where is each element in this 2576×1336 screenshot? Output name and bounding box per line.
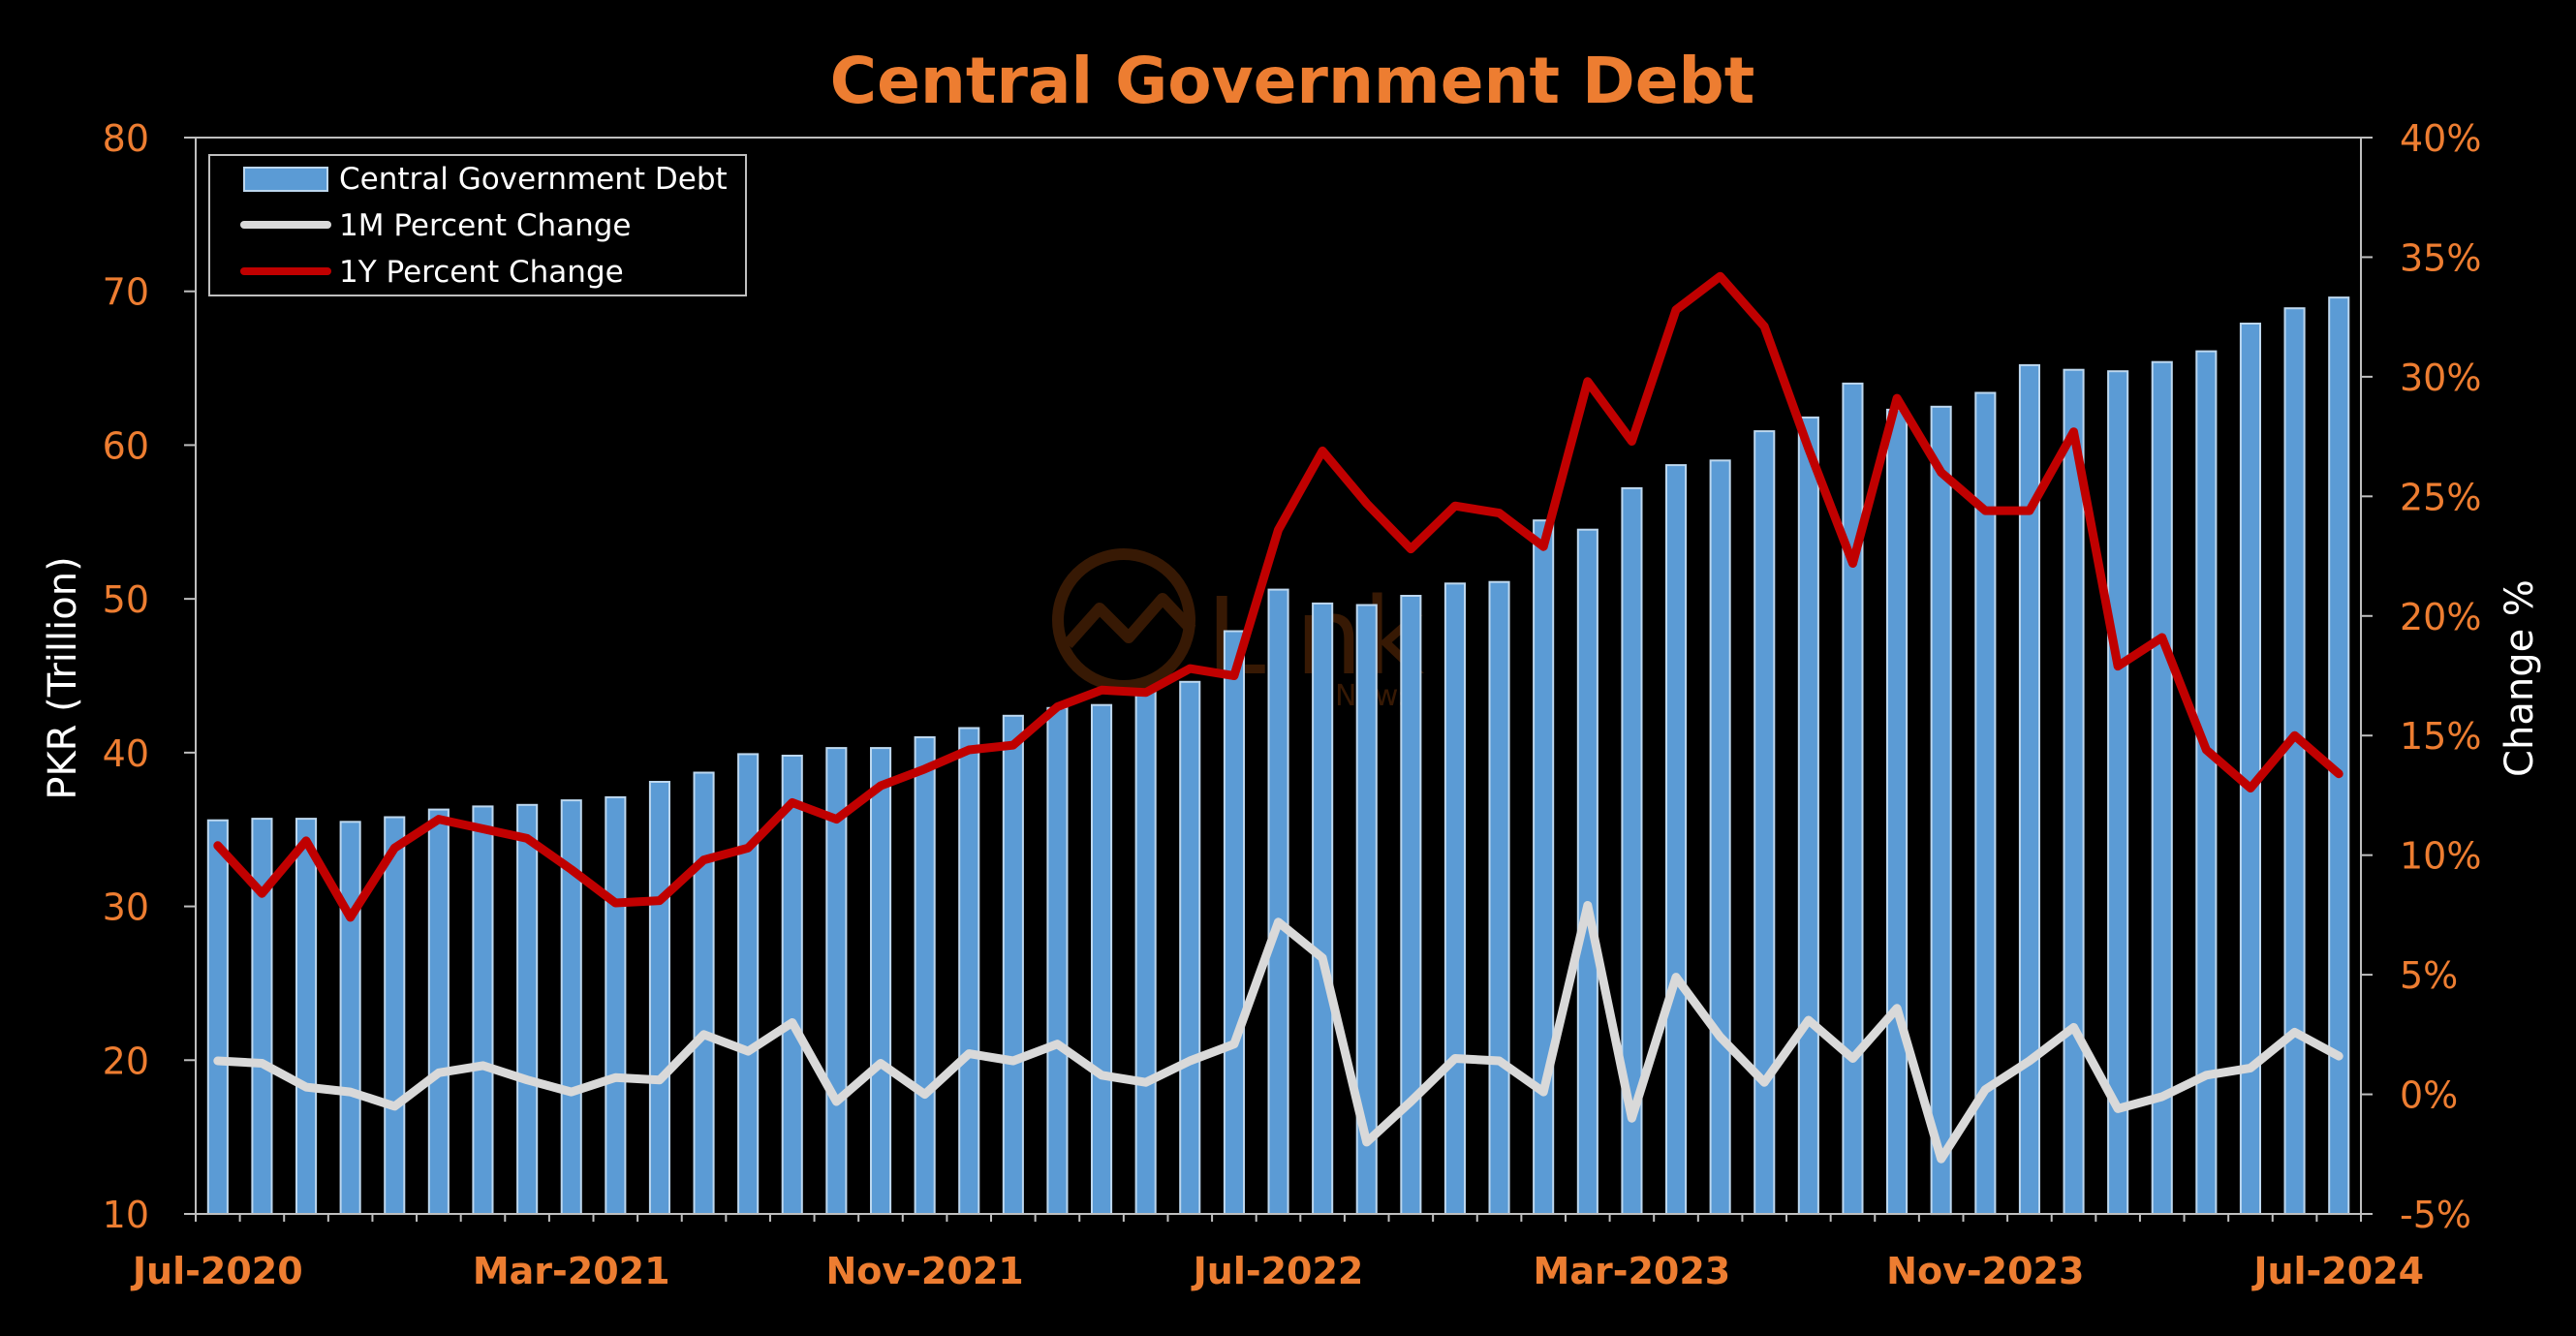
chart-title: Central Government Debt [830,44,1755,118]
line-1y-percent-change [213,271,2343,922]
bar-debt-29 [1488,580,1510,1215]
y-axis-left-label: PKR (Trillion) [41,556,85,799]
bar-debt-33 [1665,464,1688,1216]
bar-debt-23 [1223,630,1246,1215]
bar-debt-38 [1886,408,1909,1215]
bar-debt-11 [693,771,715,1215]
y-left-tick-label-6: 70 [103,271,149,314]
bar-debt-9 [605,795,627,1216]
y-right-tick-label-5: 20% [2400,596,2481,638]
bar-debt-47 [2283,307,2306,1215]
bar-debt-34 [1709,459,1731,1215]
y-left-tick-label-7: 80 [103,117,149,160]
bar-debt-10 [648,781,671,1215]
legend-entry-debt: Central Government Debt [339,162,728,197]
y-right-tick-label-6: 25% [2400,476,2481,518]
bar-debt-22 [1179,680,1201,1215]
bar-debt-25 [1312,602,1334,1215]
x-tick-label-4: Mar-2023 [1534,1250,1731,1292]
x-tick-label-5: Nov-2023 [1886,1250,2084,1292]
bar-debt-5 [427,808,450,1215]
y-right-tick-label-0: -5% [2400,1194,2471,1236]
y-left-tick-label-4: 50 [103,578,149,621]
bar-debt-21 [1134,688,1157,1215]
bar-debt-7 [516,803,539,1215]
bar-debt-36 [1797,416,1819,1215]
bar-debt-15 [870,747,892,1215]
y-axis-right-label: Change % [2498,579,2542,777]
bar-debt-6 [472,805,494,1216]
bar-debt-30 [1533,519,1555,1215]
y-right-tick-label-7: 30% [2400,357,2481,399]
y-right-tick-label-4: 15% [2400,715,2481,758]
y-right-tick-label-1: 0% [2400,1074,2458,1117]
bar-debt-24 [1267,588,1289,1215]
y-left-tick-label-0: 10 [103,1194,149,1236]
bar-debt-0 [206,819,229,1215]
bar-debt-45 [2195,350,2218,1216]
bar-debt-17 [958,727,980,1215]
x-tick-label-3: Jul-2022 [1191,1250,1364,1292]
bar-debt-1 [251,818,273,1215]
x-tick-label-2: Nov-2021 [825,1250,1023,1292]
y-left-tick-label-3: 40 [103,732,149,775]
bar-debt-48 [2328,296,2350,1216]
bar-debt-42 [2063,368,2085,1215]
legend-entry-1m: 1M Percent Change [339,208,632,243]
x-tick-label-6: Jul-2024 [2250,1250,2424,1292]
bar-debt-28 [1443,582,1467,1215]
y-right-tick-label-8: 35% [2400,236,2481,279]
bar-debt-16 [914,736,936,1215]
y-left-tick-label-5: 60 [103,424,149,467]
bar-debt-31 [1576,528,1598,1215]
y-right-tick-label-9: 40% [2400,117,2481,160]
bar-debt-46 [2239,323,2261,1215]
legend-entry-1y: 1Y Percent Change [339,255,624,290]
bars-layer [206,296,2350,1216]
bar-debt-37 [1842,382,1864,1215]
x-tick-label-0: Jul-2020 [130,1250,303,1292]
y-left-tick-label-1: 20 [103,1040,149,1082]
bar-debt-2 [295,818,318,1215]
x-tick-label-1: Mar-2021 [473,1250,670,1292]
bar-debt-19 [1046,706,1069,1215]
line-1m-percent-change [213,901,2343,1164]
bar-debt-13 [781,755,803,1215]
bar-debt-44 [2151,360,2173,1215]
y-right-tick-label-3: 10% [2400,835,2481,878]
bar-debt-3 [339,821,361,1215]
bar-debt-27 [1400,595,1422,1215]
lines-layer [213,271,2343,1164]
bar-debt-4 [384,816,406,1215]
bar-debt-18 [1002,714,1024,1215]
bar-debt-20 [1091,703,1113,1215]
y-left-tick-label-2: 30 [103,886,149,929]
axes-layer: 10 20 30 40 50 60 70 80 -5% 0% 5% 10% 15% 20% 25% 30% 35… [103,117,2482,1292]
bar-debt-12 [737,753,760,1216]
legend-swatch-debt [243,167,328,192]
legend: Central Government Debt 1M Percent Chang… [208,154,747,296]
y-right-tick-label-2: 5% [2400,954,2458,997]
bar-debt-35 [1754,430,1776,1216]
bar-debt-39 [1930,405,1952,1216]
